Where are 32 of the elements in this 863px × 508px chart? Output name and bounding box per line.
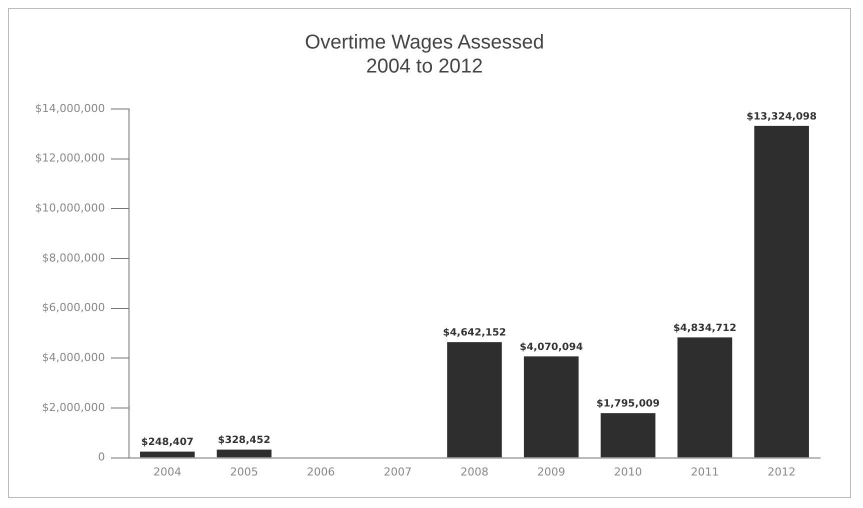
data-label: $4,834,712 (673, 322, 736, 334)
x-tick-label: 2007 (384, 465, 412, 478)
x-tick-label: 2006 (306, 465, 335, 478)
x-tick-label: 2012 (768, 465, 796, 478)
y-tick-label: $2,000,000 (42, 400, 105, 414)
data-label: $13,324,098 (746, 111, 817, 122)
y-tick-label: 0 (98, 450, 105, 464)
y-tick-label: $12,000,000 (34, 152, 105, 165)
y-tick-label: $4,000,000 (42, 351, 105, 364)
x-tick-label: 2010 (614, 465, 642, 478)
x-tick-label: 2009 (537, 465, 566, 478)
x-tick-label: 2011 (690, 465, 719, 478)
bar (600, 413, 656, 458)
x-tick-label: 2004 (153, 465, 182, 478)
chart-title: Overtime Wages Assessed 2004 to 2012 (304, 32, 544, 78)
data-label: $328,452 (218, 435, 270, 446)
data-label: $1,795,009 (596, 398, 660, 410)
y-tick-label: $10,000,000 (34, 202, 105, 215)
x-tick-label: 2008 (460, 465, 488, 478)
y-tick-label: $14,000,000 (34, 102, 105, 115)
bar (754, 126, 809, 458)
bar (216, 450, 272, 458)
bar (524, 356, 579, 458)
bar (447, 342, 502, 458)
data-label: $4,642,152 (442, 328, 506, 339)
bar (140, 452, 195, 458)
x-tick-label: 2005 (230, 465, 258, 478)
y-tick-label: $6,000,000 (42, 301, 105, 314)
bar (677, 337, 732, 458)
y-tick-label: $8,000,000 (42, 251, 105, 264)
data-label: $248,407 (141, 437, 194, 448)
data-label: $4,070,094 (520, 342, 583, 353)
